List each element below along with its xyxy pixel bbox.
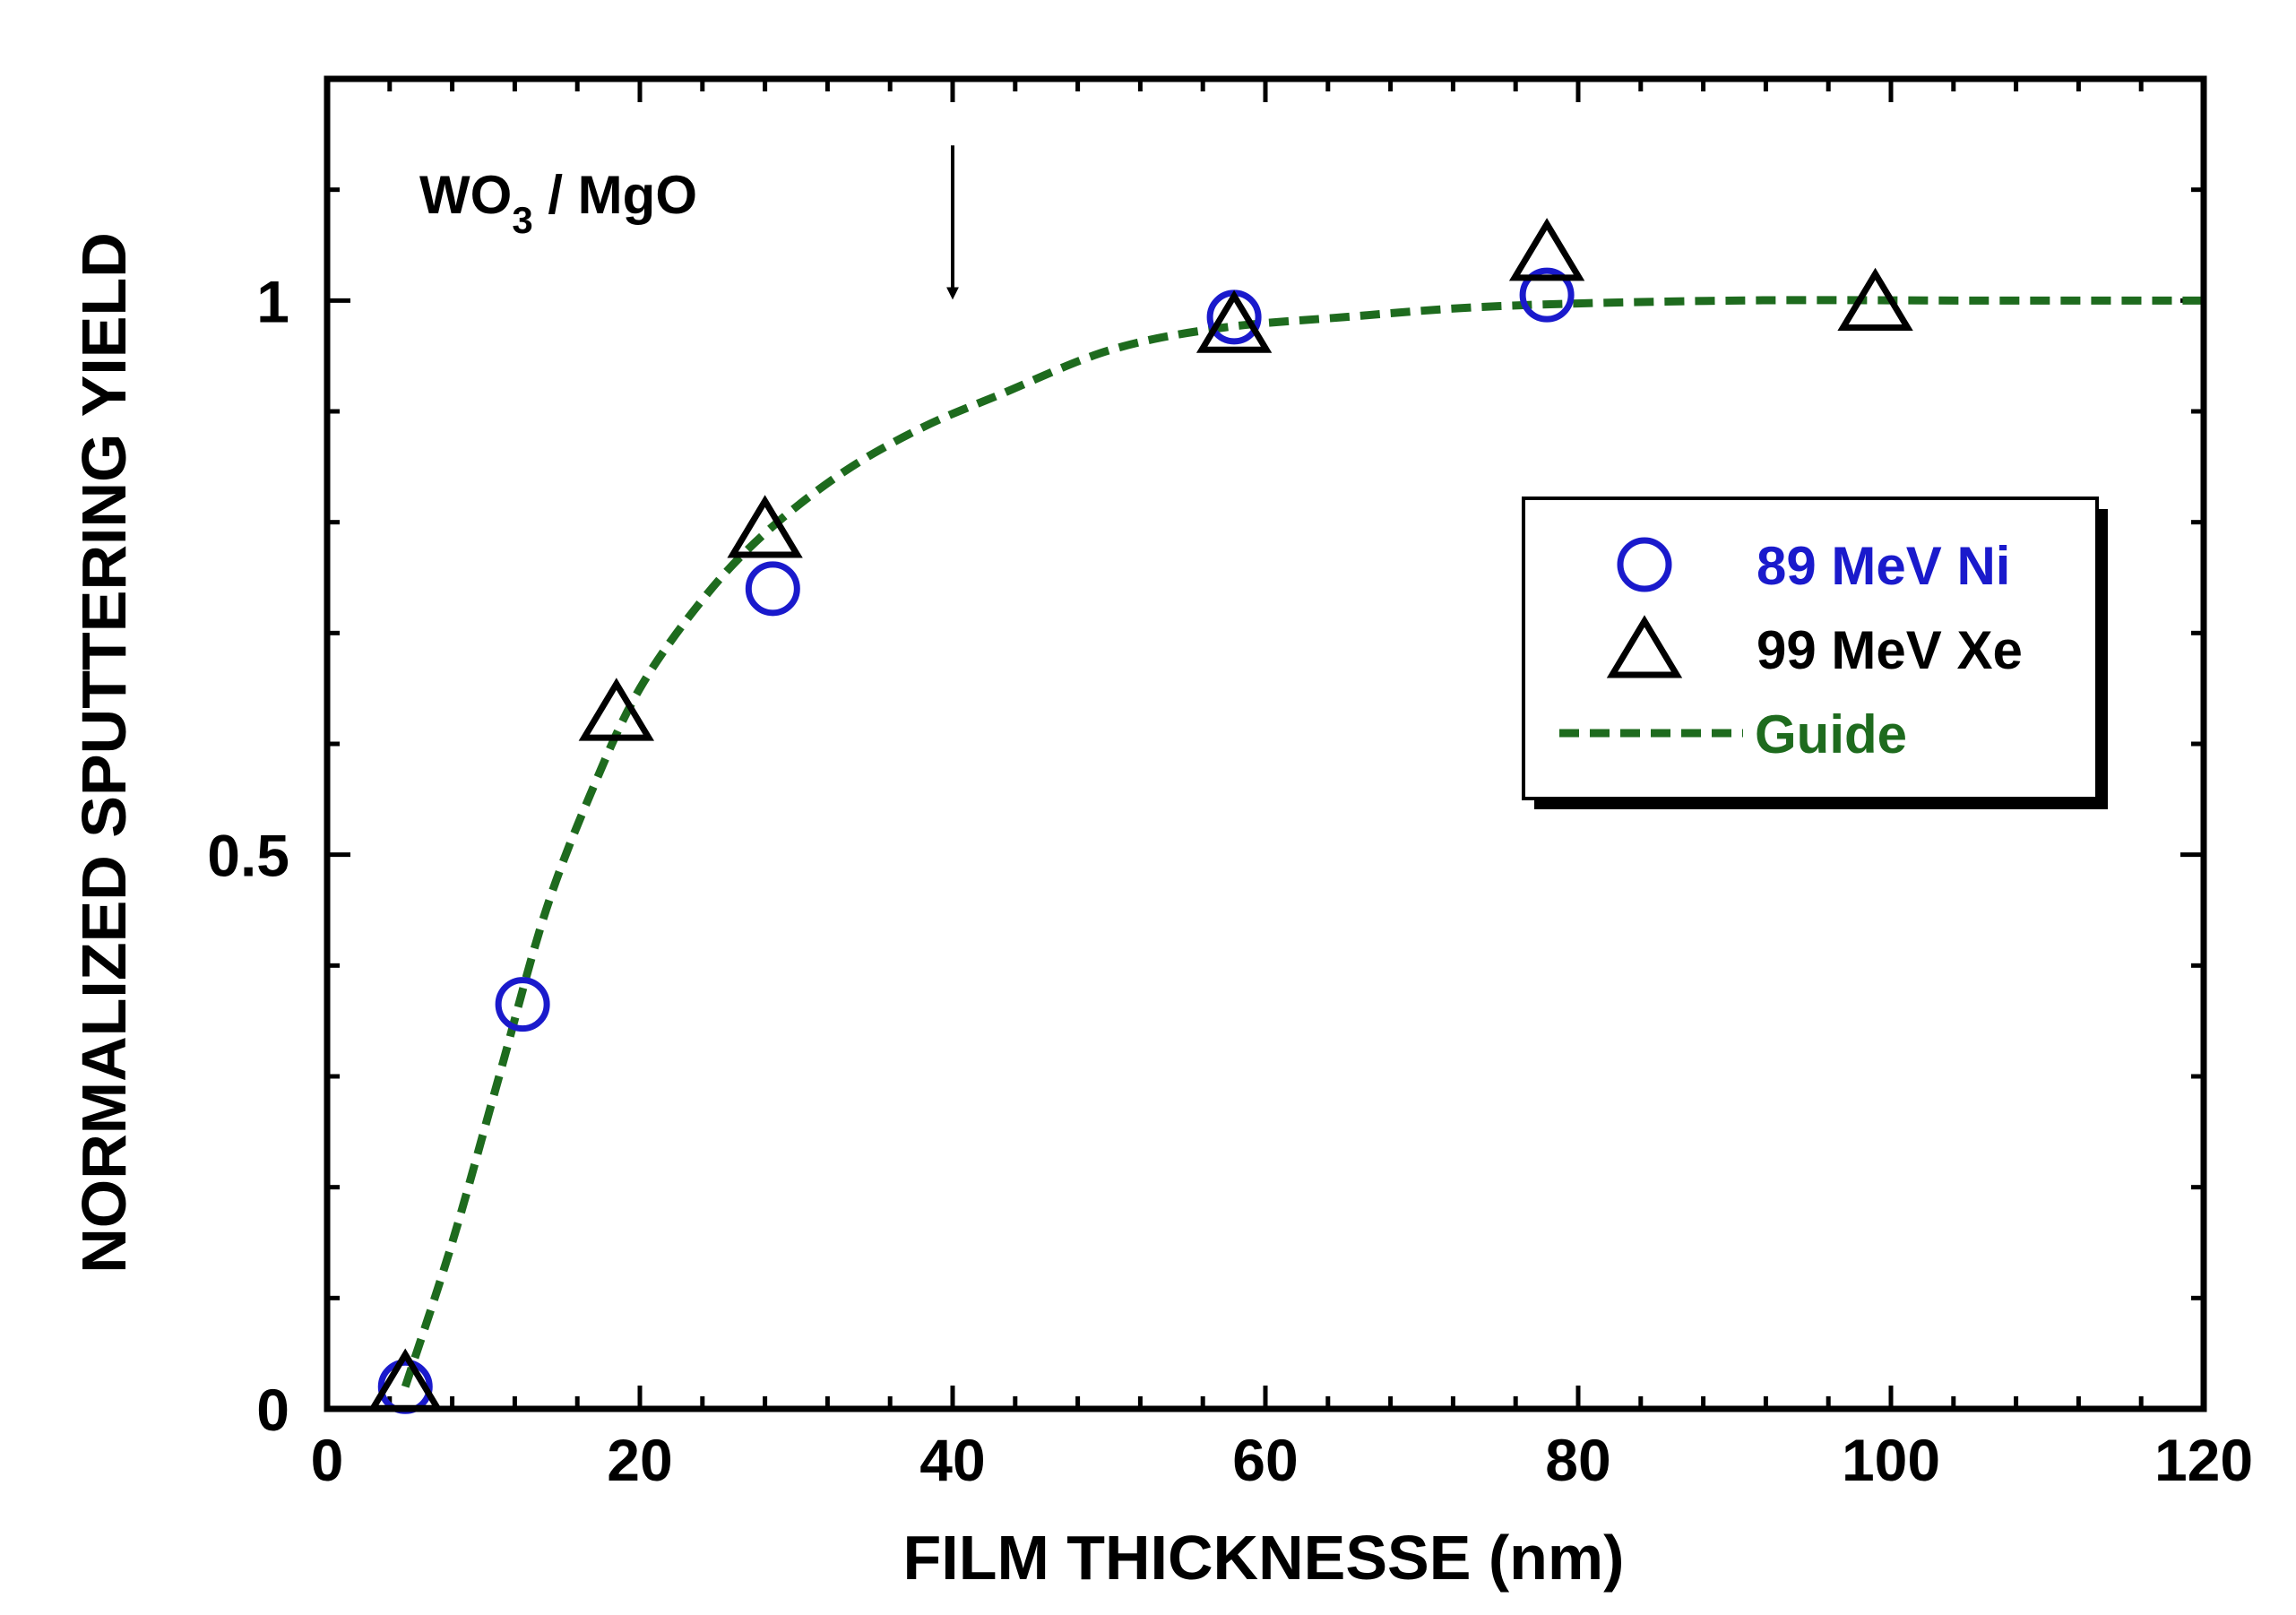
legend-label-xe: 99 MeV Xe [1757, 620, 2023, 680]
xe-data-point [727, 495, 803, 558]
x-tick-label: 40 [919, 1427, 985, 1493]
y-axis-title: NORMALIZED SPUTTERING YIELD [69, 232, 139, 1274]
x-tick-label: 20 [607, 1427, 672, 1493]
plot-frame [324, 75, 2207, 1412]
y-tick-label: 1 [256, 268, 289, 334]
annotation-label: WO3 / MgO [419, 165, 697, 241]
xe-data-point [1837, 267, 1913, 332]
x-tick-label: 80 [1545, 1427, 1610, 1493]
guide-curve [401, 296, 2204, 1388]
annotation-main: WO [419, 165, 512, 225]
points-layer [367, 218, 1913, 1414]
x-tick-label: 100 [1842, 1427, 1940, 1493]
x-tick-label: 0 [311, 1427, 344, 1493]
x-tick-label: 60 [1232, 1427, 1298, 1493]
legend-box [1522, 497, 2099, 800]
xe-data-point [1195, 289, 1273, 353]
annotation-subscript: 3 [512, 199, 532, 241]
xe-data-point [1508, 218, 1585, 281]
x-tick-label: 120 [2154, 1427, 2253, 1493]
legend-triangle-marker [1606, 615, 1683, 678]
y-tick-label: 0.5 [207, 823, 289, 889]
ni-data-point [1519, 267, 1575, 323]
ni-data-point [495, 977, 550, 1032]
y-tick-label: 0 [256, 1377, 289, 1443]
legend-label-guide: Guide [1755, 704, 1907, 764]
ni-data-point [745, 561, 800, 617]
legend-label-ni: 89 MeV Ni [1757, 536, 2010, 596]
guide-layer [401, 296, 2204, 1388]
ticks-layer: 0 20 40 60 80 100 120 0 0.5 1 [207, 76, 2253, 1493]
annotation-rest: / MgO [533, 165, 697, 225]
xe-data-point [578, 678, 655, 741]
x-axis-title: FILM THICKNESSE (nm) [903, 1523, 1625, 1593]
legend: 89 MeV Ni 99 MeV Xe Guide [1522, 497, 2108, 809]
legend-circle-marker [1617, 537, 1672, 592]
